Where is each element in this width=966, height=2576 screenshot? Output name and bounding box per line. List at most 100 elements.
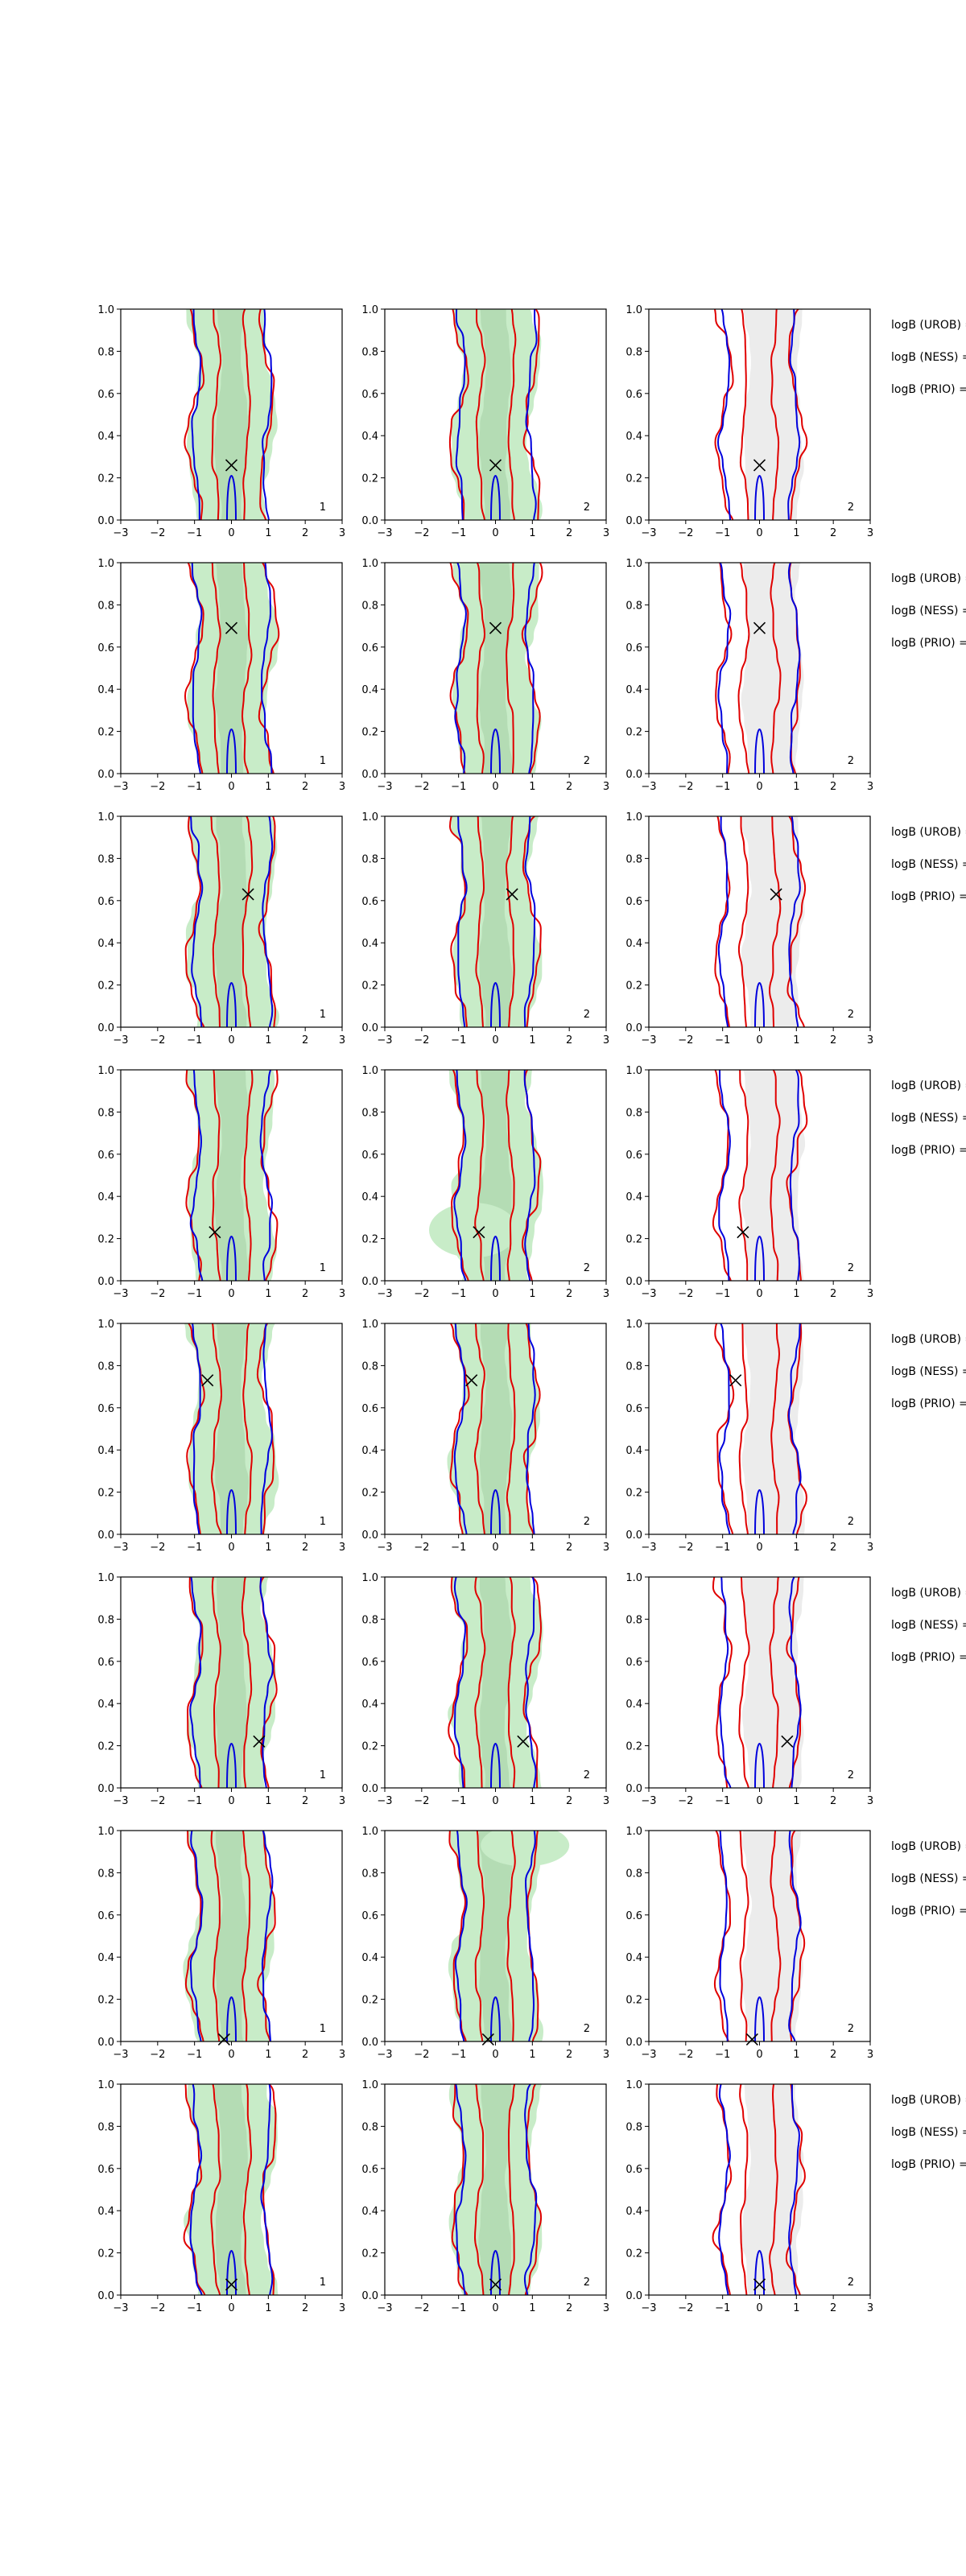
x-tick-label: −1: [715, 1795, 730, 1807]
x-tick-label: 1: [793, 2049, 799, 2061]
x-tick-label: −1: [187, 1542, 202, 1554]
side-label-3: logB (PRIO) =: [891, 383, 966, 396]
x-tick-label: 2: [302, 781, 308, 793]
y-tick-label: 0.2: [361, 1995, 378, 2007]
panel-number-label: 1: [320, 1262, 326, 1274]
y-tick-label: 0.0: [361, 1022, 378, 1034]
x-tick-label: 3: [867, 1288, 873, 1300]
y-tick-label: 0.0: [97, 2037, 114, 2049]
y-tick-label: 0.8: [625, 1360, 642, 1373]
x-tick-label: 1: [529, 2302, 535, 2314]
y-tick-label: 0.8: [625, 346, 642, 358]
y-tick-label: 0.6: [97, 1657, 114, 1669]
y-tick-label: 0.4: [625, 1699, 642, 1711]
side-label-2: logB (NESS) =: [891, 351, 966, 364]
side-label-2: logB (NESS) =: [891, 1619, 966, 1632]
x-tick-label: 1: [793, 2302, 799, 2314]
y-tick-label: 0.0: [97, 1783, 114, 1795]
y-tick-label: 0.2: [625, 1995, 642, 2007]
y-tick-label: 1.0: [625, 1319, 642, 1331]
panel-r6-c2: −3 −2 −1 0 1 2 30.00.20.40.60.81.02: [361, 1567, 609, 1807]
y-tick-label: 0.8: [361, 1868, 378, 1880]
panel-r3-c1: −3 −2 −1 0 1 2 30.00.20.40.60.81.01: [97, 806, 345, 1046]
x-tick-label: −3: [377, 1288, 392, 1300]
y-tick-label: 0.6: [97, 1403, 114, 1415]
y-tick-label: 0.4: [97, 684, 114, 696]
y-tick-label: 0.0: [97, 2290, 114, 2302]
x-tick-label: −2: [150, 781, 165, 793]
y-tick-label: 1.0: [97, 304, 114, 316]
y-tick-label: 0.0: [97, 515, 114, 527]
x-tick-label: 0: [756, 1542, 762, 1554]
x-tick-label: 1: [265, 2302, 271, 2314]
x-tick-label: −1: [715, 1034, 730, 1046]
x-tick-label: −1: [187, 1795, 202, 1807]
y-tick-label: 0.4: [625, 1952, 642, 1964]
y-tick-label: 0.8: [97, 2121, 114, 2133]
y-tick-label: 0.0: [625, 515, 642, 527]
x-tick-label: −3: [113, 1288, 128, 1300]
y-tick-label: 0.4: [361, 1952, 378, 1964]
panel-number-label: 2: [848, 1769, 854, 1781]
y-tick-label: 0.2: [361, 473, 378, 485]
y-tick-label: 0.4: [97, 2206, 114, 2218]
y-tick-label: 0.0: [625, 1783, 642, 1795]
x-tick-label: 3: [339, 2302, 345, 2314]
x-tick-label: 0: [756, 2049, 762, 2061]
panel-r2-c2: −3 −2 −1 0 1 2 3 0.0 0.2 0.4 0.6 0.8 1.0 2: [361, 552, 609, 793]
y-tick-label: 0.4: [625, 1191, 642, 1203]
y-tick-label: 1.0: [97, 1065, 114, 1077]
x-tick-label: −1: [187, 2302, 202, 2314]
y-tick-label: 0.8: [97, 1360, 114, 1373]
y-tick-label: 0.6: [625, 2164, 642, 2176]
y-tick-label: 1.0: [361, 1065, 378, 1077]
x-tick-label: 3: [339, 1542, 345, 1554]
y-tick-label: 0.8: [97, 1107, 114, 1119]
y-tick-label: 1.0: [361, 2079, 378, 2091]
x-tick-label: 0: [756, 1795, 762, 1807]
y-tick-label: 0.4: [361, 938, 378, 950]
y-tick-label: 0.0: [361, 1783, 378, 1795]
y-tick-label: 1.0: [97, 558, 114, 570]
x-tick-label: 2: [566, 1795, 572, 1807]
x-tick-label: 2: [566, 1034, 572, 1046]
y-tick-label: 0.0: [361, 515, 378, 527]
x-tick-label: −3: [641, 1795, 656, 1807]
x-tick-label: 0: [756, 527, 762, 539]
x-tick-label: −2: [150, 2302, 165, 2314]
y-tick-label: 0.0: [97, 1022, 114, 1034]
x-tick-label: −2: [678, 1288, 693, 1300]
x-tick-label: 0: [756, 781, 762, 793]
x-tick-label: 3: [603, 1795, 609, 1807]
x-tick-label: −2: [414, 2049, 429, 2061]
x-tick-label: 0: [756, 1034, 762, 1046]
y-tick-label: 0.8: [361, 2121, 378, 2133]
y-tick-label: 0.2: [97, 1741, 114, 1753]
y-tick-label: 0.4: [361, 1699, 378, 1711]
x-tick-label: −1: [451, 1288, 466, 1300]
x-tick-label: −2: [678, 1795, 693, 1807]
y-tick-label: 0.8: [97, 346, 114, 358]
x-tick-label: 2: [302, 2049, 308, 2061]
panel-number-label: 2: [848, 2023, 854, 2035]
x-tick-label: 1: [529, 781, 535, 793]
y-tick-label: 1.0: [361, 558, 378, 570]
x-tick-label: 1: [265, 1288, 271, 1300]
y-tick-label: 0.4: [97, 938, 114, 950]
panel-r6-c1: −3 −2 −1 0 1 2 30.00.20.40.60.81.01: [97, 1567, 345, 1807]
x-tick-label: 2: [566, 1288, 572, 1300]
x-tick-label: −3: [377, 2049, 392, 2061]
y-tick-label: 0.8: [361, 346, 378, 358]
y-tick-label: 0.0: [625, 1276, 642, 1288]
side-label-2: logB (NESS) =: [891, 2126, 966, 2139]
y-tick-label: 1.0: [97, 2079, 114, 2091]
panel-r8-c2: −3 −2 −1 0 1 2 30.00.20.40.60.81.02: [361, 2074, 609, 2314]
y-tick-label: 1.0: [361, 1826, 378, 1838]
y-tick-label: 0.6: [97, 389, 114, 401]
side-label-3: logB (PRIO) =: [891, 1651, 966, 1664]
x-tick-label: −3: [113, 527, 128, 539]
x-tick-label: −2: [150, 1034, 165, 1046]
panel-r5-c3: −3 −2 −1 0 1 2 3 0.0 0.2 0.4 0.6 0.8 1.0 2: [625, 1313, 873, 1554]
x-tick-label: −3: [113, 781, 128, 793]
x-tick-label: 0: [492, 2049, 498, 2061]
